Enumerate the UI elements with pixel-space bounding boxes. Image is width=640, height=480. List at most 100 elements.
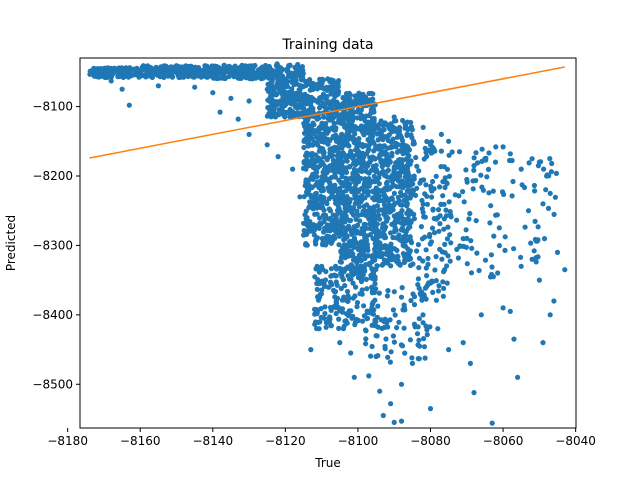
scatter-point (317, 80, 323, 86)
scatter-point (314, 211, 320, 217)
scatter-point (319, 199, 325, 205)
scatter-point (312, 83, 318, 89)
scatter-point (518, 166, 524, 172)
scatter-point (405, 220, 411, 226)
scatter-point (398, 381, 405, 387)
scatter-point (314, 116, 320, 122)
scatter-point (323, 120, 329, 127)
scatter-point (488, 203, 494, 209)
scatter-point (273, 111, 279, 117)
scatter-point (337, 169, 343, 175)
scatter-point (392, 200, 398, 206)
scatter-point (416, 265, 422, 271)
scatter-point (376, 290, 382, 296)
scatter-point (540, 201, 546, 207)
scatter-point (382, 346, 388, 352)
scatter-point (310, 120, 316, 126)
scatter-point (370, 91, 376, 97)
scatter-point (351, 244, 357, 250)
scatter-point (319, 287, 325, 293)
scatter-point (536, 277, 543, 283)
scatter-point (471, 167, 477, 173)
scatter-point (332, 289, 339, 295)
scatter-point (411, 216, 417, 222)
scatter-point (346, 164, 352, 170)
scatter-point (316, 148, 322, 154)
scatter-point (488, 252, 494, 258)
scatter-point (401, 216, 407, 222)
scatter-point (337, 226, 343, 232)
scatter-point (138, 71, 144, 77)
scatter-point (319, 120, 325, 126)
scatter-point (408, 297, 414, 304)
scatter-point (421, 344, 428, 350)
scatter-point (126, 102, 132, 108)
scatter-point (479, 146, 485, 152)
scatter-point (301, 228, 307, 234)
scatter-point (391, 190, 397, 196)
scatter-point (269, 78, 275, 84)
scatter-point (320, 102, 326, 108)
scatter-point (346, 90, 352, 96)
scatter-point (380, 412, 386, 419)
scatter-point (496, 225, 502, 231)
scatter-point (381, 143, 387, 149)
scatter-point (314, 142, 321, 148)
scatter-point (447, 232, 453, 238)
scatter-point (442, 184, 448, 191)
scatter-point (383, 234, 389, 241)
scatter-point (398, 418, 405, 424)
scatter-point (415, 324, 421, 330)
scatter-point (350, 280, 356, 286)
scatter-point (435, 288, 442, 294)
scatter-point (326, 234, 333, 240)
scatter-point (265, 97, 271, 103)
fit-line (89, 66, 565, 159)
scatter-point (321, 207, 327, 213)
scatter-point (468, 270, 475, 276)
scatter-point (361, 313, 367, 319)
scatter-point (332, 294, 338, 300)
scatter-point (433, 173, 439, 179)
x-tick-label: −8100 (338, 434, 379, 448)
scatter-point (396, 319, 402, 325)
scatter-point (392, 173, 398, 179)
scatter-point (419, 206, 425, 212)
scatter-point (375, 324, 381, 330)
scatter-point (152, 70, 158, 76)
scatter-point (323, 164, 329, 170)
scatter-point (500, 144, 506, 150)
scatter-point (381, 127, 387, 133)
scatter-point (431, 146, 437, 152)
scatter-point (333, 273, 339, 279)
y-tick-label: −8500 (32, 377, 73, 391)
scatter-point (289, 88, 295, 94)
scatter-point (235, 75, 241, 81)
scatter-point (448, 212, 454, 218)
scatter-point (433, 254, 439, 260)
scatter-point (424, 273, 430, 279)
scatter-point (411, 293, 418, 300)
scatter-point (373, 353, 379, 360)
scatter-point (361, 243, 367, 249)
scatter-point (255, 69, 261, 75)
scatter-point (424, 201, 430, 207)
scatter-point (290, 76, 296, 82)
scatter-point (324, 240, 330, 246)
scatter-point (336, 233, 343, 239)
scatter-point (314, 205, 320, 211)
scatter-point (228, 95, 234, 101)
scatter-point (400, 151, 406, 157)
scatter-point (391, 419, 397, 425)
scatter-point (430, 206, 436, 212)
scatter-point (362, 176, 368, 182)
scatter-point (324, 157, 330, 163)
scatter-point (319, 181, 325, 187)
scatter-point (389, 195, 395, 201)
scatter-point (454, 246, 460, 252)
scatter-point (448, 240, 454, 246)
scatter-point (327, 314, 333, 320)
scatter-point (347, 266, 353, 272)
scatter-point (515, 374, 521, 380)
scatter-point (246, 75, 252, 81)
